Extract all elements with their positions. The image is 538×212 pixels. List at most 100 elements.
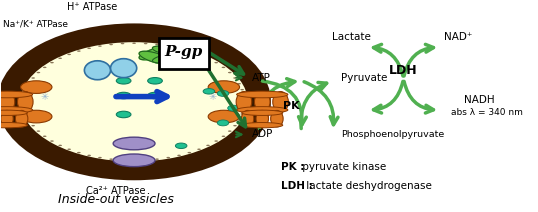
Ellipse shape bbox=[237, 91, 288, 98]
Ellipse shape bbox=[236, 133, 239, 134]
Ellipse shape bbox=[0, 92, 15, 112]
Ellipse shape bbox=[1, 110, 13, 127]
Ellipse shape bbox=[208, 110, 239, 123]
Ellipse shape bbox=[132, 42, 136, 44]
Text: abs λ = 340 nm: abs λ = 340 nm bbox=[450, 108, 522, 117]
Ellipse shape bbox=[23, 75, 26, 77]
Ellipse shape bbox=[197, 54, 201, 55]
Ellipse shape bbox=[95, 162, 99, 163]
Ellipse shape bbox=[50, 140, 54, 142]
Ellipse shape bbox=[44, 59, 47, 60]
Ellipse shape bbox=[148, 78, 162, 84]
Ellipse shape bbox=[77, 50, 81, 52]
Ellipse shape bbox=[243, 101, 246, 103]
Ellipse shape bbox=[58, 145, 62, 146]
Ellipse shape bbox=[203, 89, 215, 94]
Ellipse shape bbox=[0, 91, 33, 98]
Ellipse shape bbox=[145, 164, 148, 166]
Ellipse shape bbox=[145, 38, 148, 39]
Ellipse shape bbox=[20, 110, 52, 123]
Ellipse shape bbox=[31, 77, 35, 79]
Ellipse shape bbox=[188, 50, 191, 52]
Ellipse shape bbox=[228, 72, 231, 73]
Ellipse shape bbox=[95, 41, 99, 42]
Ellipse shape bbox=[52, 54, 56, 55]
Ellipse shape bbox=[155, 44, 159, 45]
Ellipse shape bbox=[120, 164, 123, 166]
Text: Phosphoenolpyruvate: Phosphoenolpyruvate bbox=[341, 130, 444, 139]
Ellipse shape bbox=[217, 91, 229, 96]
Ellipse shape bbox=[233, 77, 237, 79]
Ellipse shape bbox=[271, 110, 283, 127]
Ellipse shape bbox=[197, 149, 201, 150]
Ellipse shape bbox=[214, 62, 218, 63]
Text: H⁺ ATPase: H⁺ ATPase bbox=[67, 2, 117, 12]
Text: ✳: ✳ bbox=[208, 92, 216, 102]
Ellipse shape bbox=[110, 59, 137, 78]
Ellipse shape bbox=[229, 138, 233, 140]
Ellipse shape bbox=[98, 45, 102, 47]
Ellipse shape bbox=[22, 101, 25, 103]
Ellipse shape bbox=[116, 78, 131, 84]
Ellipse shape bbox=[213, 54, 216, 55]
Ellipse shape bbox=[37, 130, 40, 132]
Ellipse shape bbox=[18, 81, 22, 83]
Ellipse shape bbox=[50, 62, 54, 63]
Text: NAD⁺: NAD⁺ bbox=[444, 32, 472, 42]
Ellipse shape bbox=[58, 57, 62, 59]
Ellipse shape bbox=[246, 121, 250, 122]
Ellipse shape bbox=[208, 81, 239, 93]
Ellipse shape bbox=[113, 154, 155, 167]
Text: Lactate: Lactate bbox=[332, 32, 371, 42]
Ellipse shape bbox=[15, 114, 19, 116]
Text: NADH: NADH bbox=[464, 95, 494, 105]
Ellipse shape bbox=[31, 125, 35, 126]
Ellipse shape bbox=[0, 110, 27, 116]
Ellipse shape bbox=[221, 144, 225, 145]
Text: ATP: ATP bbox=[252, 73, 271, 83]
Polygon shape bbox=[152, 46, 189, 57]
Ellipse shape bbox=[157, 39, 161, 40]
Ellipse shape bbox=[98, 157, 102, 158]
Ellipse shape bbox=[221, 59, 225, 60]
Ellipse shape bbox=[67, 54, 71, 55]
Ellipse shape bbox=[16, 110, 28, 127]
Ellipse shape bbox=[116, 92, 131, 99]
Ellipse shape bbox=[214, 140, 218, 142]
Ellipse shape bbox=[206, 145, 210, 146]
Ellipse shape bbox=[73, 46, 76, 48]
Ellipse shape bbox=[83, 159, 87, 160]
Ellipse shape bbox=[121, 43, 124, 44]
Ellipse shape bbox=[246, 81, 250, 83]
Ellipse shape bbox=[237, 107, 288, 113]
Ellipse shape bbox=[44, 144, 47, 145]
Ellipse shape bbox=[132, 165, 136, 166]
Ellipse shape bbox=[43, 135, 47, 137]
Ellipse shape bbox=[169, 162, 173, 163]
Ellipse shape bbox=[242, 107, 246, 109]
Ellipse shape bbox=[109, 44, 113, 45]
Ellipse shape bbox=[229, 64, 233, 65]
Text: P-gp: P-gp bbox=[165, 45, 203, 59]
Ellipse shape bbox=[77, 152, 81, 153]
Ellipse shape bbox=[132, 160, 136, 161]
Ellipse shape bbox=[13, 108, 17, 109]
Ellipse shape bbox=[177, 47, 181, 49]
Ellipse shape bbox=[228, 130, 231, 132]
Ellipse shape bbox=[188, 152, 191, 153]
Ellipse shape bbox=[0, 123, 27, 128]
Ellipse shape bbox=[73, 156, 76, 158]
Ellipse shape bbox=[237, 83, 241, 84]
Ellipse shape bbox=[19, 41, 249, 163]
Ellipse shape bbox=[206, 57, 210, 59]
Ellipse shape bbox=[62, 152, 66, 154]
Ellipse shape bbox=[27, 83, 31, 84]
Ellipse shape bbox=[166, 45, 170, 47]
Ellipse shape bbox=[87, 155, 91, 156]
Ellipse shape bbox=[233, 125, 237, 126]
Ellipse shape bbox=[273, 92, 288, 112]
Ellipse shape bbox=[67, 149, 71, 150]
Ellipse shape bbox=[228, 105, 239, 111]
Ellipse shape bbox=[113, 137, 155, 150]
Ellipse shape bbox=[52, 148, 56, 150]
